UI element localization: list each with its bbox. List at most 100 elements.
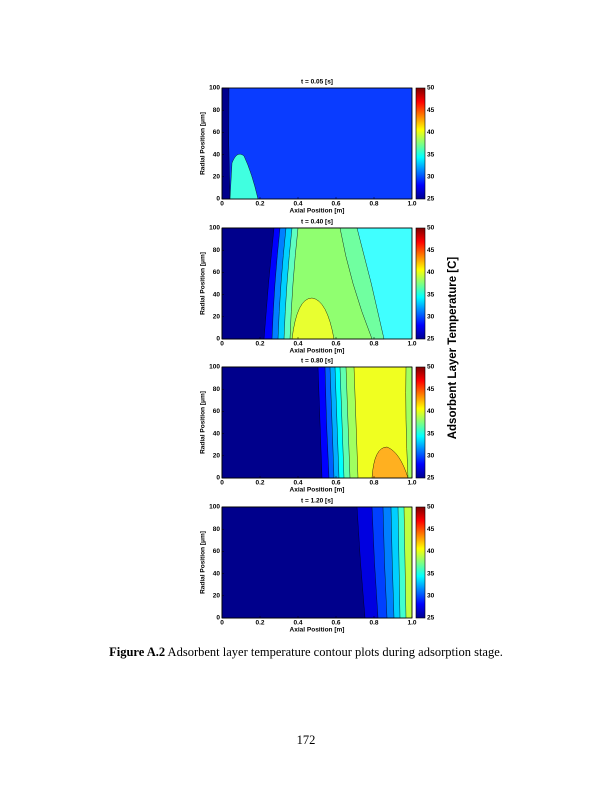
x-tick-label: 0.2 [255, 341, 264, 348]
caption-label: Figure A.2 [109, 645, 166, 659]
y-tick-label: 100 [209, 504, 220, 511]
x-tick-label: 0.4 [293, 480, 302, 487]
colorbar [415, 87, 426, 200]
x-tick-label: 0.4 [293, 341, 302, 348]
colorbar-tick-label: 35 [427, 570, 435, 577]
colorbar-tick-label: 50 [427, 85, 435, 92]
x-axis-label: Axial Position [m] [290, 348, 345, 355]
x-axis-label: Axial Position [m] [290, 208, 345, 215]
colorbar-tick-label: 50 [427, 225, 435, 232]
colorbar-tick-label: 35 [427, 151, 435, 158]
x-tick-label: 0 [220, 341, 224, 348]
colorbar-tick-label: 30 [427, 593, 435, 600]
x-tick-label: 0.8 [369, 201, 378, 208]
y-tick-label: 0 [216, 475, 220, 482]
colorbar-tick-label: 30 [427, 174, 435, 181]
plot-frame [221, 506, 413, 619]
colorbar-tick-label: 40 [427, 548, 435, 555]
x-tick-label: 0.2 [255, 201, 264, 208]
y-axis-label: Radial Position [μm] [200, 252, 207, 315]
contour-panel: t = 0.80 [s] Axial Position [m] Radial Pos… [200, 358, 435, 494]
colorbar [415, 227, 426, 340]
y-tick-label: 100 [209, 225, 220, 232]
y-tick-label: 80 [213, 386, 221, 393]
x-tick-label: 0.6 [331, 201, 340, 208]
contour-plot [221, 87, 413, 200]
colorbar [415, 366, 426, 479]
caption-text: Adsorbent layer temperature contour plot… [165, 645, 503, 659]
y-axis-label: Radial Position [μm] [200, 391, 207, 454]
colorbar-tick-label: 40 [427, 129, 435, 136]
y-tick-label: 80 [213, 526, 221, 533]
contour-plot [221, 366, 413, 479]
x-tick-label: 0.8 [369, 620, 378, 627]
y-tick-label: 0 [216, 615, 220, 622]
x-tick-label: 1.0 [407, 480, 416, 487]
colorbar-tick-label: 45 [427, 386, 435, 393]
y-tick-label: 100 [209, 364, 220, 371]
contour-panel: t = 0.05 [s] Axial Position [m] Radial Pos… [200, 79, 435, 215]
colorbar-tick-label: 35 [427, 430, 435, 437]
page-number: 172 [296, 733, 316, 747]
contour-plot [221, 227, 413, 340]
x-tick-label: 1.0 [407, 620, 416, 627]
plot-frame [221, 366, 413, 479]
colorbar-tick-label: 45 [427, 247, 435, 254]
colorbar-tick-label: 25 [427, 615, 435, 622]
panel-title: t = 0.40 [s] [301, 219, 333, 226]
y-tick-label: 60 [213, 408, 221, 415]
y-tick-label: 80 [213, 107, 221, 114]
y-tick-label: 40 [213, 570, 221, 577]
x-axis-label: Axial Position [m] [290, 627, 345, 634]
colorbar-tick-label: 40 [427, 269, 435, 276]
colorbar-tick-label: 25 [427, 196, 435, 203]
panel-title: t = 0.05 [s] [301, 79, 333, 86]
x-tick-label: 0.6 [331, 341, 340, 348]
panel-title: t = 1.20 [s] [301, 498, 333, 505]
plot-frame [221, 87, 413, 200]
y-tick-label: 0 [216, 336, 220, 343]
x-tick-label: 1.0 [407, 201, 416, 208]
contour-region [221, 87, 231, 200]
colorbar [415, 506, 426, 619]
colorbar-tick-label: 35 [427, 291, 435, 298]
y-tick-label: 40 [213, 151, 221, 158]
y-tick-label: 80 [213, 247, 221, 254]
colorbar-tick-label: 45 [427, 526, 435, 533]
x-tick-label: 0 [220, 620, 224, 627]
colorbar-tick-label: 50 [427, 364, 435, 371]
contour-panel: t = 1.20 [s] Axial Position [m] Radial Pos… [200, 498, 435, 634]
figure: Adsorbent Layer Temperature [C] t = 0.05… [200, 79, 459, 634]
contour-region [229, 153, 259, 200]
colorbar-tick-label: 30 [427, 314, 435, 321]
y-tick-label: 100 [209, 85, 220, 92]
x-tick-label: 0.8 [369, 480, 378, 487]
contour-region [221, 506, 366, 619]
x-axis-label: Axial Position [m] [290, 487, 345, 494]
contour-region [291, 297, 335, 340]
panel-title: t = 0.80 [s] [301, 358, 333, 365]
x-tick-label: 0.2 [255, 480, 264, 487]
colorbar-tick-label: 25 [427, 475, 435, 482]
y-tick-label: 0 [216, 196, 220, 203]
x-tick-label: 0 [220, 201, 224, 208]
x-tick-label: 0.6 [331, 480, 340, 487]
colorbar-tick-label: 45 [427, 107, 435, 114]
y-tick-label: 20 [213, 453, 221, 460]
y-axis-label: Radial Position [μm] [200, 112, 207, 175]
plot-frame [221, 227, 413, 340]
x-tick-label: 0.4 [293, 201, 302, 208]
contour-region [221, 366, 323, 479]
colorbar-label: Adsorbent Layer Temperature [C] [447, 257, 459, 440]
colorbar-tick-label: 30 [427, 453, 435, 460]
y-tick-label: 40 [213, 430, 221, 437]
y-tick-label: 40 [213, 291, 221, 298]
contour-panel: t = 0.40 [s] Axial Position [m] Radial Pos… [200, 219, 435, 355]
colorbar-tick-label: 50 [427, 504, 435, 511]
y-tick-label: 60 [213, 548, 221, 555]
x-tick-label: 0.2 [255, 620, 264, 627]
y-axis-label: Radial Position [μm] [200, 531, 207, 594]
x-tick-label: 0.4 [293, 620, 302, 627]
y-tick-label: 60 [213, 129, 221, 136]
